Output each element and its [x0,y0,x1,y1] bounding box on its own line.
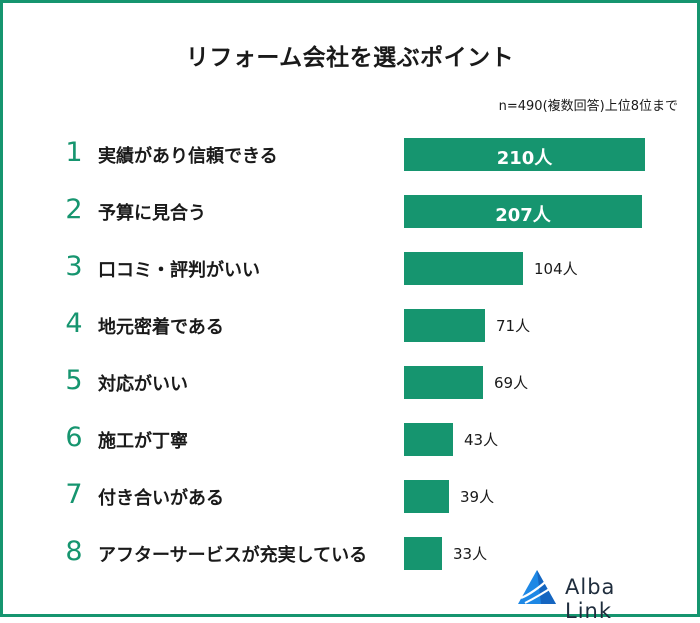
rank-number: 8 [65,536,83,567]
value-label: 104人 [534,260,578,278]
category-label: アフターサービスが充実している [98,545,368,566]
category-label: 地元密着である [98,317,224,338]
category-label: 施工が丁寧 [98,431,188,452]
chart-title: リフォーム会社を選ぶポイント [185,45,515,71]
bar [404,195,642,228]
category-label: 口コミ・評判がいい [98,260,260,281]
bar [404,309,485,342]
rank-number: 2 [65,194,83,225]
value-label: 39人 [460,488,495,506]
rank-number: 1 [65,137,83,168]
category-label: 対応がいい [98,374,188,395]
value-label: 71人 [496,317,531,335]
brand-name: Alba Link [565,575,616,623]
alba-link-logo-icon [518,570,556,604]
rank-number: 4 [65,308,83,339]
bar [404,480,449,513]
value-label: 33人 [453,545,488,563]
rank-number: 5 [65,365,83,396]
rank-number: 3 [65,251,83,282]
rank-number: 6 [65,422,83,453]
value-label: 210人 [496,148,553,169]
chart-note: n=490(複数回答)上位8位まで [498,99,678,114]
value-label: 43人 [464,431,499,449]
bar [404,138,645,171]
bar [404,252,523,285]
category-label: 付き合いがある [98,488,224,509]
brand-logo: Alba Link [517,568,667,623]
value-label: 69人 [494,374,529,392]
category-label: 実績があり信頼できる [98,146,278,167]
rank-number: 7 [65,479,83,510]
value-label: 207人 [495,205,551,226]
category-label: 予算に見合う [98,203,206,224]
bar [404,537,442,570]
bar [404,366,483,399]
bar [404,423,453,456]
